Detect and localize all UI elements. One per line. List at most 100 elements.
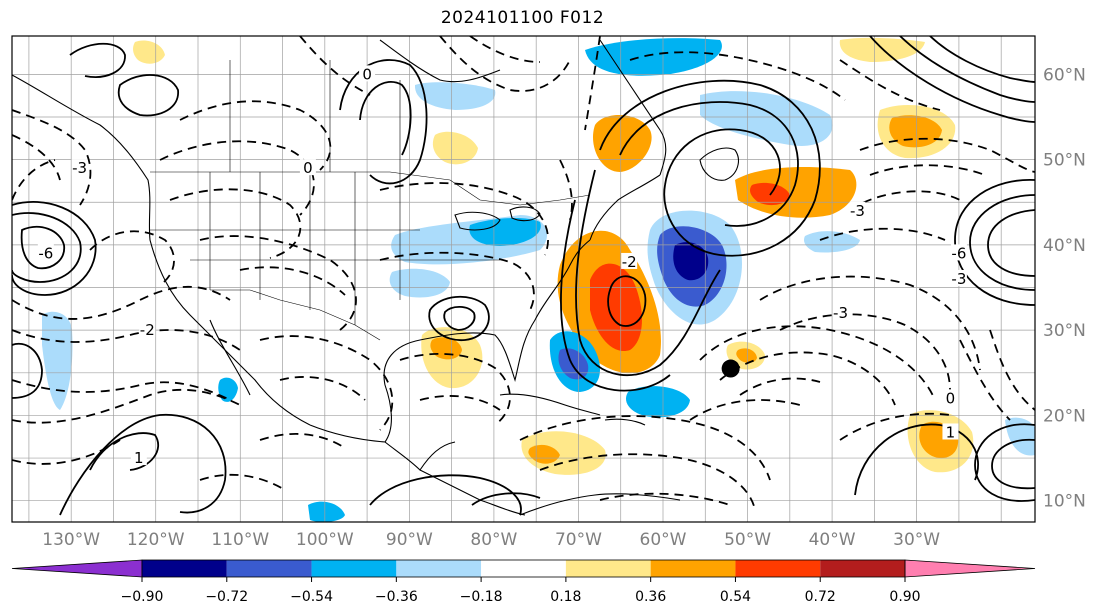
- contour-label-bg: [37, 244, 54, 261]
- contour-label: 0: [303, 159, 313, 177]
- colorbar-tick-label: 0.72: [805, 589, 836, 605]
- contour-solid-tr1: [869, 36, 1035, 123]
- contour-dash-41: [12, 159, 56, 201]
- contour-label: -3: [850, 202, 865, 220]
- contour-solid-br1: [974, 423, 1035, 502]
- colorbar-extend-max: [904, 559, 1036, 578]
- contour-dash-37: [629, 51, 846, 101]
- contour-label: -3: [951, 270, 966, 288]
- contours: [12, 36, 1035, 516]
- contour-dash-1: [12, 285, 231, 320]
- contour-solid-a3: [575, 169, 721, 377]
- contour-dash-9: [159, 140, 315, 216]
- shade-orange-storm: [736, 348, 757, 363]
- colorbar-extend-min: [11, 559, 143, 578]
- lon-tick-label: 40°W: [809, 530, 856, 550]
- shade-red-core: [590, 263, 642, 352]
- contour-solid-cb2: [471, 492, 541, 506]
- contour-label-bg: [942, 389, 959, 406]
- colorbar-segment: [481, 560, 566, 577]
- lat-tick-label: 40°N: [1043, 236, 1086, 256]
- contour-solid-p2: [12, 212, 82, 283]
- shade-yellow-carib: [521, 431, 606, 475]
- contour-solid-nw4: [69, 42, 126, 78]
- coast-mexico-gulf: [309, 239, 591, 443]
- coast-labrador: [599, 39, 667, 176]
- shade-lightblue-n: [700, 91, 833, 146]
- map-frame: [11, 35, 1036, 523]
- contour-dash-36: [959, 339, 1011, 421]
- contour-dash-20: [399, 353, 511, 426]
- shade-blue-carib: [625, 386, 690, 418]
- contour-label: 0: [362, 65, 372, 83]
- contour-dash-29: [779, 313, 951, 391]
- plot-title: 2024101100 F012: [440, 8, 605, 28]
- contour-label: -2: [622, 253, 637, 271]
- colorbar-tick-label: −0.90: [121, 589, 164, 605]
- contour-label: 1: [134, 449, 144, 467]
- coast-cuba: [499, 393, 601, 416]
- contour-dash-25: [699, 325, 936, 401]
- lat-tick-label: 50°N: [1043, 151, 1086, 171]
- contour-solid-a5: [607, 275, 647, 327]
- contour-dash-17: [299, 36, 371, 96]
- contour-solid-se1: [428, 295, 490, 341]
- contour-label: 0: [946, 389, 956, 407]
- contour-dash-23: [539, 453, 756, 511]
- coast-pacific-nw: [12, 74, 311, 426]
- contour-label-bg: [299, 159, 316, 176]
- contour-label: -3: [833, 304, 848, 322]
- contour-label-bg: [950, 270, 967, 286]
- coast-hispaniola: [604, 418, 646, 426]
- contour-label-bg: [71, 159, 88, 176]
- colorbar-tick-label: −0.36: [375, 589, 418, 605]
- contour-dash-21: [419, 395, 501, 411]
- contour-dash-13: [259, 335, 394, 431]
- contour-dash-28: [759, 275, 981, 371]
- lat-tick-label: 60°N: [1043, 65, 1086, 85]
- contour-dash-33: [869, 164, 986, 176]
- contour-dash-39: [584, 36, 601, 131]
- border-us-mexico: [210, 289, 381, 341]
- contour-dash-40: [89, 230, 175, 286]
- contour-solid-r2: [969, 194, 1035, 291]
- contour-label-bg: [359, 65, 376, 82]
- lon-tick-label: 100°W: [296, 530, 354, 550]
- colorbar-tick-label: 0.36: [635, 589, 666, 605]
- contour-dash-45: [259, 432, 346, 449]
- shade-orange-e: [735, 167, 857, 218]
- colorbar-tick-label: 0.90: [889, 589, 920, 605]
- colorbar-tick-label: 0.18: [550, 589, 581, 605]
- contour-dash-24: [599, 492, 731, 506]
- lat-tick-label: 10°N: [1043, 492, 1086, 512]
- latitude-labels: 60°N 50°N 40°N 30°N 20°N 10°N: [1043, 65, 1086, 511]
- contour-dash-18: [379, 182, 549, 256]
- lon-tick-label: 60°W: [640, 530, 687, 550]
- shade-orange-ne: [592, 114, 652, 172]
- contour-dash-38: [559, 159, 573, 221]
- coast-great-lakes: [454, 211, 501, 231]
- contour-label: -6: [38, 244, 53, 262]
- shade-lightblue-far-e: [1005, 417, 1035, 456]
- contour-solid-a4: [560, 199, 671, 392]
- shade-yellow-top-w: [133, 40, 165, 64]
- shade-blue-bottom: [308, 501, 345, 522]
- contour-solid-r3: [987, 209, 1035, 277]
- contour-solid-p1: [12, 201, 97, 296]
- lon-tick-label: 80°W: [470, 530, 517, 550]
- contour-dash-16: [469, 36, 541, 63]
- coastlines: [12, 39, 739, 516]
- contour-dash-32: [859, 137, 1035, 173]
- longitude-labels: 130°W 120°W 110°W 100°W 90°W 80°W 70°W 60°W 50°W…: [42, 530, 940, 550]
- shade-blue-n: [585, 38, 722, 76]
- colorbar-tick-label: 0.54: [720, 589, 751, 605]
- lon-tick-label: 70°W: [555, 530, 602, 550]
- contour-label-bg: [139, 321, 156, 338]
- coast-newfoundland: [699, 147, 739, 181]
- contour-labels: -6 -2 -3 1 -3 -3 -6 -3 0 1 -2 0 0: [37, 65, 967, 467]
- lon-tick-label: 120°W: [127, 530, 185, 550]
- coast-gl2: [509, 206, 541, 222]
- colorbar-segment: [396, 560, 482, 577]
- colorbar-segment: [311, 560, 397, 577]
